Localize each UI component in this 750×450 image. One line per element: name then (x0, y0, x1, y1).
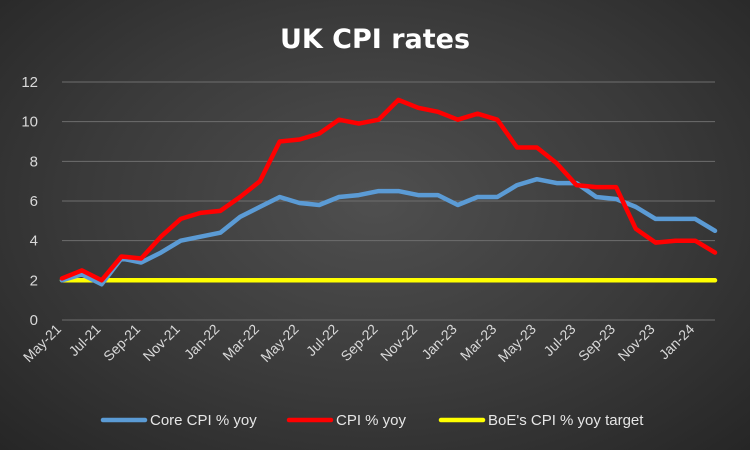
legend: Core CPI % yoy CPI % yoy BoE's CPI % yoy t… (100, 412, 644, 429)
x-tick-label: Sep-23 (575, 321, 618, 364)
legend-label-cpi-yoy: CPI % yoy (336, 412, 407, 429)
x-tick-label: Sep-21 (100, 321, 143, 364)
y-tick-label: 12 (21, 74, 38, 91)
y-tick-label: 2 (30, 272, 38, 289)
y-tick-label: 4 (30, 233, 38, 250)
x-tick-label: Jan-23 (418, 321, 460, 363)
chart-title: UK CPI rates (280, 24, 470, 55)
x-tick-label: Nov-21 (140, 321, 183, 364)
x-tick-label: Jan-24 (656, 321, 698, 363)
x-tick-label: Mar-22 (219, 321, 262, 364)
series-line-cpi-yoy (59, 97, 718, 283)
legend-label-boe-s-cpi-yoy-target: BoE's CPI % yoy target (488, 412, 644, 429)
y-axis-ticks: 0 2 4 6 8 10 12 (21, 74, 38, 329)
x-tick-label: Jan-22 (181, 321, 223, 363)
series-line-core-cpi-yoy (59, 176, 718, 287)
x-tick-label: Nov-22 (377, 321, 420, 364)
x-tick-label: Jul-21 (65, 321, 103, 359)
x-tick-label: Mar-23 (457, 321, 500, 364)
x-tick-label: Jul-23 (540, 321, 578, 359)
y-tick-label: 10 (21, 114, 38, 131)
x-tick-label: May-22 (257, 321, 301, 365)
x-tick-label: Jul-22 (303, 321, 341, 359)
y-tick-label: 0 (30, 312, 38, 329)
y-tick-label: 8 (30, 153, 38, 170)
x-tick-label: Sep-22 (337, 321, 380, 364)
x-tick-label: May-23 (495, 321, 539, 365)
x-tick-label: Nov-23 (615, 321, 658, 364)
x-tick-label: May-21 (20, 321, 64, 365)
legend-label-core-cpi-yoy: Core CPI % yoy (150, 412, 257, 429)
y-tick-label: 6 (30, 193, 38, 210)
series-lines (59, 97, 718, 287)
x-axis-ticks: May-21 Jul-21Sep-21Nov-21Jan-22Mar-22May-… (20, 321, 698, 365)
